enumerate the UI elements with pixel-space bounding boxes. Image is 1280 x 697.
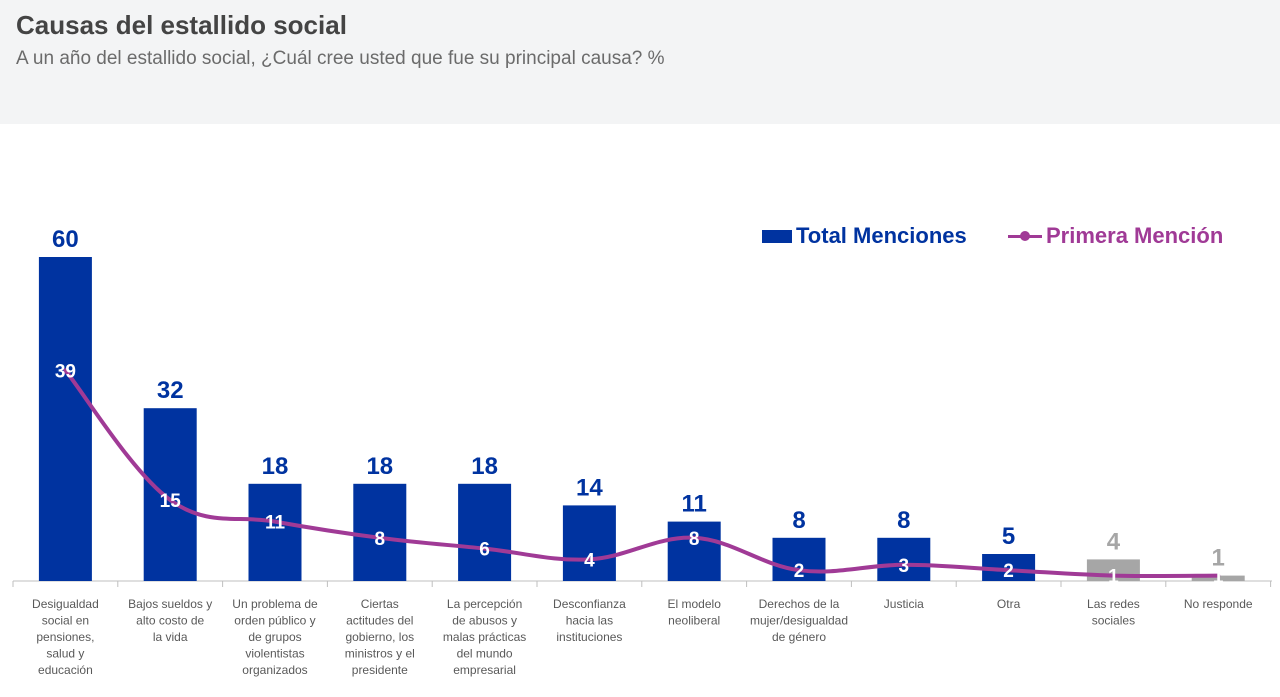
bar-la-percepcion-de-abusos-y-malas-practicas-del-mundo-empresarial (458, 483, 512, 581)
line-point-label: 2 (1003, 561, 1014, 582)
bar-derechos-de-la-mujer-desigualdad-de-genero (772, 537, 826, 581)
category-label: Otra (997, 597, 1021, 611)
bar-justicia (877, 537, 931, 581)
line-point-label: 8 (689, 529, 700, 550)
bar-value-label: 60 (52, 226, 79, 253)
category-label: Justicia (884, 597, 924, 611)
bar-ciertas-actitudes-del-gobierno-los-ministros-y-el-presidente (353, 483, 407, 581)
line-point-label: 4 (584, 550, 595, 571)
category-label: Ciertas actitudes del gobierno, los ministr… (345, 597, 415, 677)
category-label: Las redes sociales (1087, 597, 1140, 628)
line-point-label: 39 (55, 361, 76, 382)
bar-value-label: 18 (366, 453, 393, 480)
line-point-label: 6 (479, 540, 490, 561)
chart-header: Causas del estallido social A un año del… (0, 0, 1280, 124)
bar-value-label: 8 (792, 507, 805, 534)
bar-desigualdad-social-en-pensiones-salud-y-educacion (38, 257, 92, 581)
bar-un-problema-de-orden-publico-y-de-grupos-violentistas-organizados (248, 483, 302, 581)
legend-line-label: Primera Mención (1046, 223, 1224, 248)
bar-value-label: 11 (682, 491, 707, 518)
bar-desconfianza-hacia-las-instituciones (562, 505, 616, 581)
chart-subtitle: A un año del estallido social, ¿Cuál cre… (16, 48, 665, 69)
category-label: Desconfianza hacia las instituciones (553, 597, 626, 644)
line-point-label: 15 (160, 491, 182, 512)
bar-value-label: 18 (262, 453, 289, 480)
category-label: Bajos sueldos y alto costo de la vida (128, 597, 212, 644)
category-label: No responde (1184, 597, 1253, 611)
bar-bajos-sueldos-y-alto-costo-de-la-vida (143, 408, 197, 581)
line-point-label: 3 (899, 556, 910, 577)
chart-title: Causas del estallido social (16, 10, 347, 40)
bar-value-label: 4 (1107, 528, 1121, 555)
line-point-label: 1 (1108, 567, 1119, 588)
legend-total-menciones: Total Menciones (762, 222, 967, 250)
legend-bar-label: Total Menciones (796, 223, 967, 248)
legend-primera-mencion: Primera Mención (1008, 222, 1223, 250)
bar-value-label: 8 (897, 507, 910, 534)
bar-value-label: 18 (471, 453, 498, 480)
category-label: El modelo neoliberal (668, 597, 722, 628)
line-primera-mencion (63, 368, 1221, 579)
line-point-label: 8 (375, 529, 386, 550)
category-label: Un problema de orden público y de grupos vi… (232, 597, 318, 677)
bar-value-label: 1 (1212, 545, 1225, 572)
bar-value-label: 32 (157, 377, 184, 404)
bar-value-label: 5 (1002, 523, 1015, 550)
category-label: Desigualdad social en pensiones, salud y edu… (32, 597, 99, 677)
legend-bar-swatch (762, 229, 792, 243)
bar-no-responde (1191, 575, 1245, 581)
line-point-label: 2 (794, 561, 805, 582)
bar-el-modelo-neoliberal (667, 521, 721, 581)
category-label: La percepción de abusos y malas prácticas d… (443, 597, 526, 677)
bar-value-label: 14 (576, 474, 603, 501)
line-point-label: 11 (265, 513, 286, 534)
category-label: Derechos de la mujer/desigualdad de género (750, 597, 848, 644)
legend-line-swatch (1008, 229, 1042, 243)
line-point-label: 1 (1213, 567, 1224, 588)
